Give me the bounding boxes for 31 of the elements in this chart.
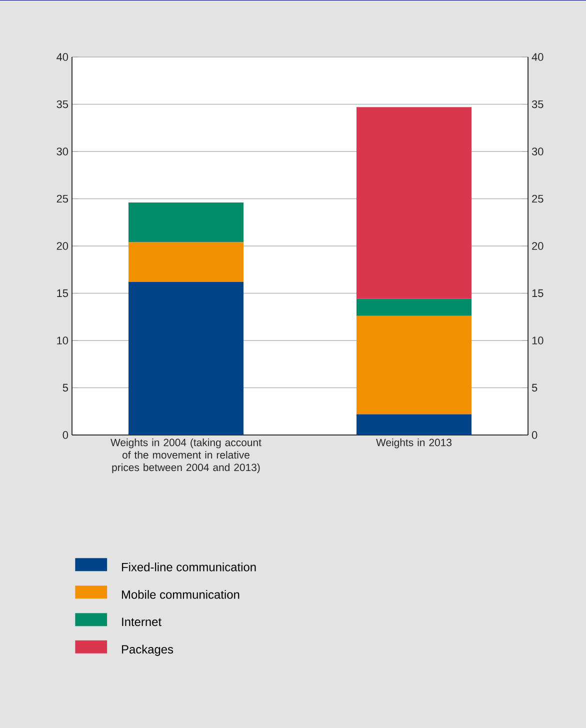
y-tick-label: 5 <box>62 384 68 392</box>
bar <box>356 107 472 299</box>
bar <box>128 242 244 282</box>
y-tick-label: 20 <box>56 242 68 250</box>
y-tick-label: 15 <box>57 289 68 298</box>
y2-tick-label: 20 <box>532 242 544 250</box>
x-tick-label: Weights in 2004 (taking account of the movement in relative prices between 2004 and 2013) <box>110 438 262 474</box>
legend-label: Packages <box>122 644 174 656</box>
bar <box>356 298 472 316</box>
bar <box>356 414 472 435</box>
y2-tick-label: 5 <box>532 384 538 392</box>
legend-label: Mobile communication <box>122 590 240 599</box>
y2-tick-label: 10 <box>532 336 544 344</box>
legend-label: Fixed-line communication <box>122 562 256 572</box>
y-tick-label: 35 <box>56 100 68 108</box>
y2-tick-label: 30 <box>532 148 544 156</box>
y2-tick-label: 35 <box>532 100 544 108</box>
y-tick-label: 25 <box>56 194 68 203</box>
y-tick-label: 40 <box>56 53 68 61</box>
bar <box>128 282 244 435</box>
y2-tick-label: 25 <box>532 194 544 203</box>
legend-label: Internet <box>122 618 162 626</box>
y2-tick-label: 15 <box>532 289 544 298</box>
y-tick-label: 0 <box>62 431 68 439</box>
y-tick-label: 30 <box>56 148 68 156</box>
bar <box>128 202 244 242</box>
y-tick-label: 10 <box>57 336 68 344</box>
bar <box>356 316 472 414</box>
y2-tick-label: 40 <box>532 53 544 61</box>
y2-tick-label: 0 <box>532 431 538 439</box>
x-tick-label: Weights in 2013 <box>376 438 452 448</box>
